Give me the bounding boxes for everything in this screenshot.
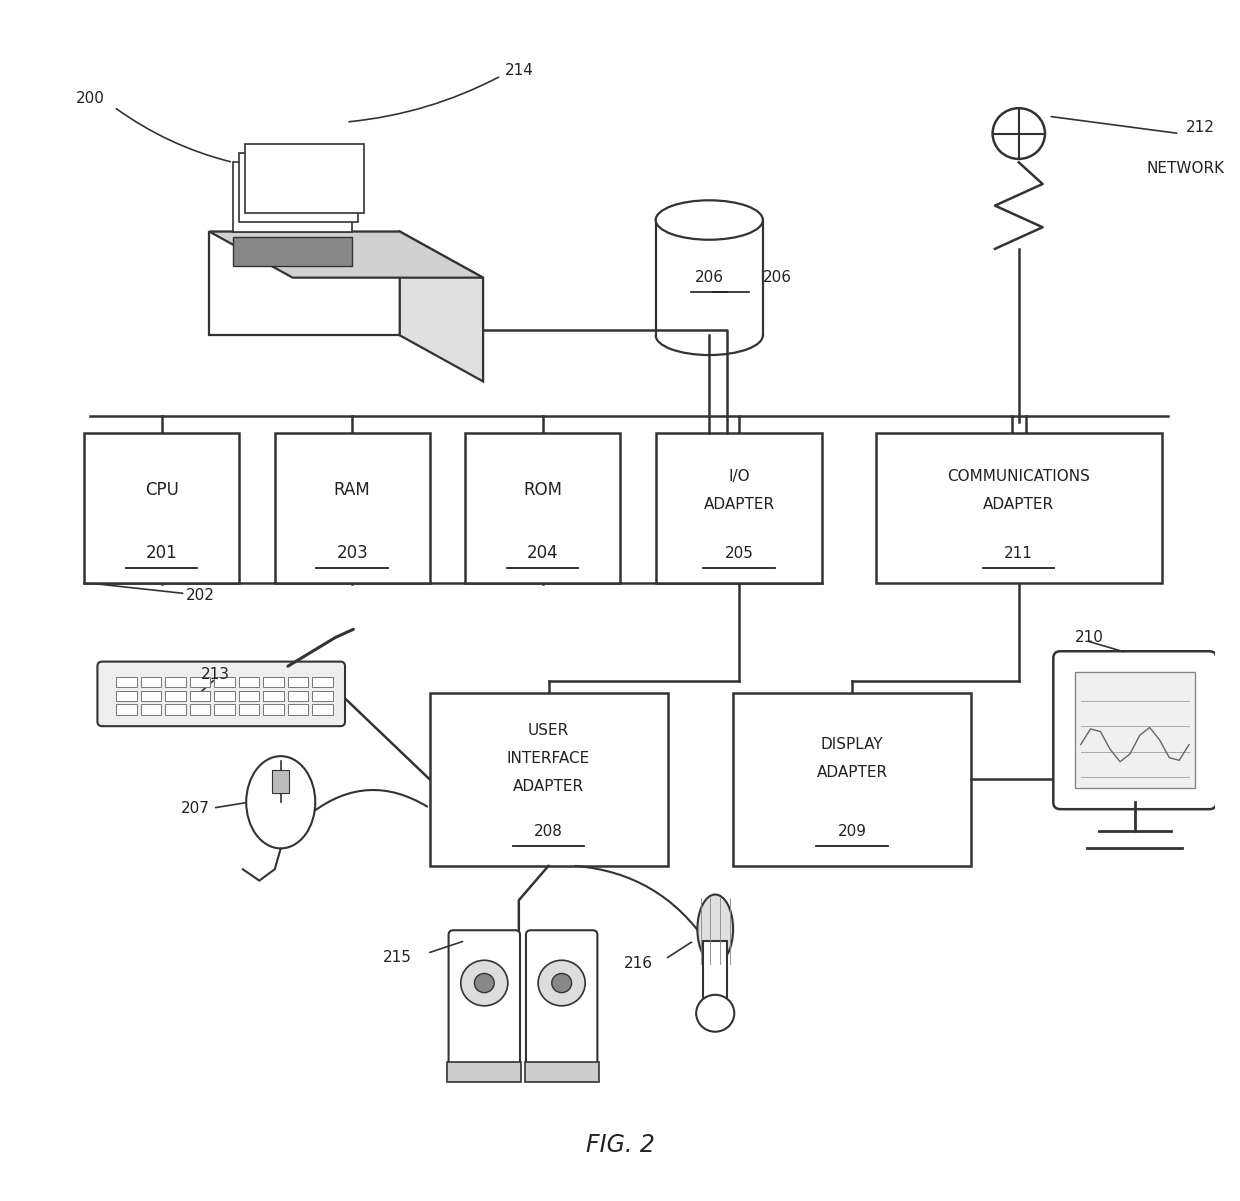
Polygon shape [246,144,365,213]
Text: 213: 213 [201,667,229,682]
FancyBboxPatch shape [215,677,234,687]
FancyBboxPatch shape [239,677,259,687]
FancyBboxPatch shape [165,704,186,715]
FancyBboxPatch shape [875,434,1162,584]
Text: ROM: ROM [523,482,562,500]
Polygon shape [399,232,484,382]
Text: FIG. 2: FIG. 2 [585,1133,655,1157]
Text: 209: 209 [838,824,867,838]
Text: DISPLAY: DISPLAY [821,737,883,752]
FancyBboxPatch shape [117,677,136,687]
Text: ADAPTER: ADAPTER [513,778,584,794]
FancyBboxPatch shape [1053,651,1216,809]
Text: I/O: I/O [728,468,750,484]
Circle shape [992,108,1045,159]
FancyBboxPatch shape [165,691,186,701]
Circle shape [538,961,585,1005]
FancyBboxPatch shape [117,691,136,701]
FancyBboxPatch shape [288,691,309,701]
FancyBboxPatch shape [141,704,161,715]
Text: 205: 205 [724,545,754,561]
Text: 210: 210 [1075,629,1104,645]
FancyBboxPatch shape [239,691,259,701]
Bar [703,940,727,998]
Text: NETWORK: NETWORK [1146,161,1225,175]
Text: 208: 208 [534,824,563,838]
FancyBboxPatch shape [141,677,161,687]
Polygon shape [210,232,399,335]
FancyBboxPatch shape [733,693,971,866]
FancyBboxPatch shape [449,931,520,1066]
Circle shape [696,994,734,1032]
FancyBboxPatch shape [263,691,284,701]
FancyBboxPatch shape [98,662,345,727]
Bar [525,1062,599,1082]
Polygon shape [239,154,358,222]
Text: USER: USER [528,723,569,739]
Text: ADAPTER: ADAPTER [817,765,888,779]
FancyBboxPatch shape [312,704,332,715]
Text: 200: 200 [76,91,104,107]
FancyBboxPatch shape [263,704,284,715]
Text: 211: 211 [1004,545,1033,561]
Ellipse shape [656,201,763,240]
FancyBboxPatch shape [215,704,234,715]
FancyBboxPatch shape [215,691,234,701]
FancyBboxPatch shape [288,677,309,687]
Text: ADAPTER: ADAPTER [983,496,1054,512]
Text: RAM: RAM [334,482,371,500]
Text: COMMUNICATIONS: COMMUNICATIONS [947,468,1090,484]
Polygon shape [233,238,352,267]
FancyBboxPatch shape [288,704,309,715]
Circle shape [475,974,495,993]
Text: 207: 207 [181,801,210,815]
FancyBboxPatch shape [190,677,211,687]
Text: 216: 216 [624,956,653,972]
Text: 214: 214 [505,62,533,78]
Text: INTERFACE: INTERFACE [507,751,590,766]
Ellipse shape [247,757,315,848]
Text: 212: 212 [1187,120,1215,136]
Bar [273,770,289,793]
Text: 215: 215 [383,950,412,966]
FancyBboxPatch shape [429,693,667,866]
FancyBboxPatch shape [465,434,620,584]
Bar [656,220,763,335]
FancyBboxPatch shape [275,434,429,584]
FancyBboxPatch shape [239,704,259,715]
Circle shape [461,961,508,1005]
Text: 202: 202 [186,588,215,603]
FancyBboxPatch shape [312,691,332,701]
Bar [448,1062,521,1082]
Text: ADAPTER: ADAPTER [703,496,775,512]
Circle shape [552,974,572,993]
Text: 206: 206 [763,270,792,285]
Polygon shape [233,162,352,232]
FancyBboxPatch shape [190,691,211,701]
Ellipse shape [697,895,733,963]
Polygon shape [210,232,484,277]
Text: 203: 203 [336,544,368,562]
FancyBboxPatch shape [165,677,186,687]
FancyBboxPatch shape [117,704,136,715]
FancyBboxPatch shape [312,677,332,687]
FancyBboxPatch shape [656,434,822,584]
FancyBboxPatch shape [84,434,239,584]
FancyBboxPatch shape [190,704,211,715]
FancyBboxPatch shape [526,931,598,1066]
Text: 201: 201 [146,544,177,562]
FancyBboxPatch shape [141,691,161,701]
Text: 204: 204 [527,544,558,562]
FancyBboxPatch shape [263,677,284,687]
Text: CPU: CPU [145,482,179,500]
Text: 206: 206 [694,270,724,285]
FancyBboxPatch shape [1075,673,1195,788]
